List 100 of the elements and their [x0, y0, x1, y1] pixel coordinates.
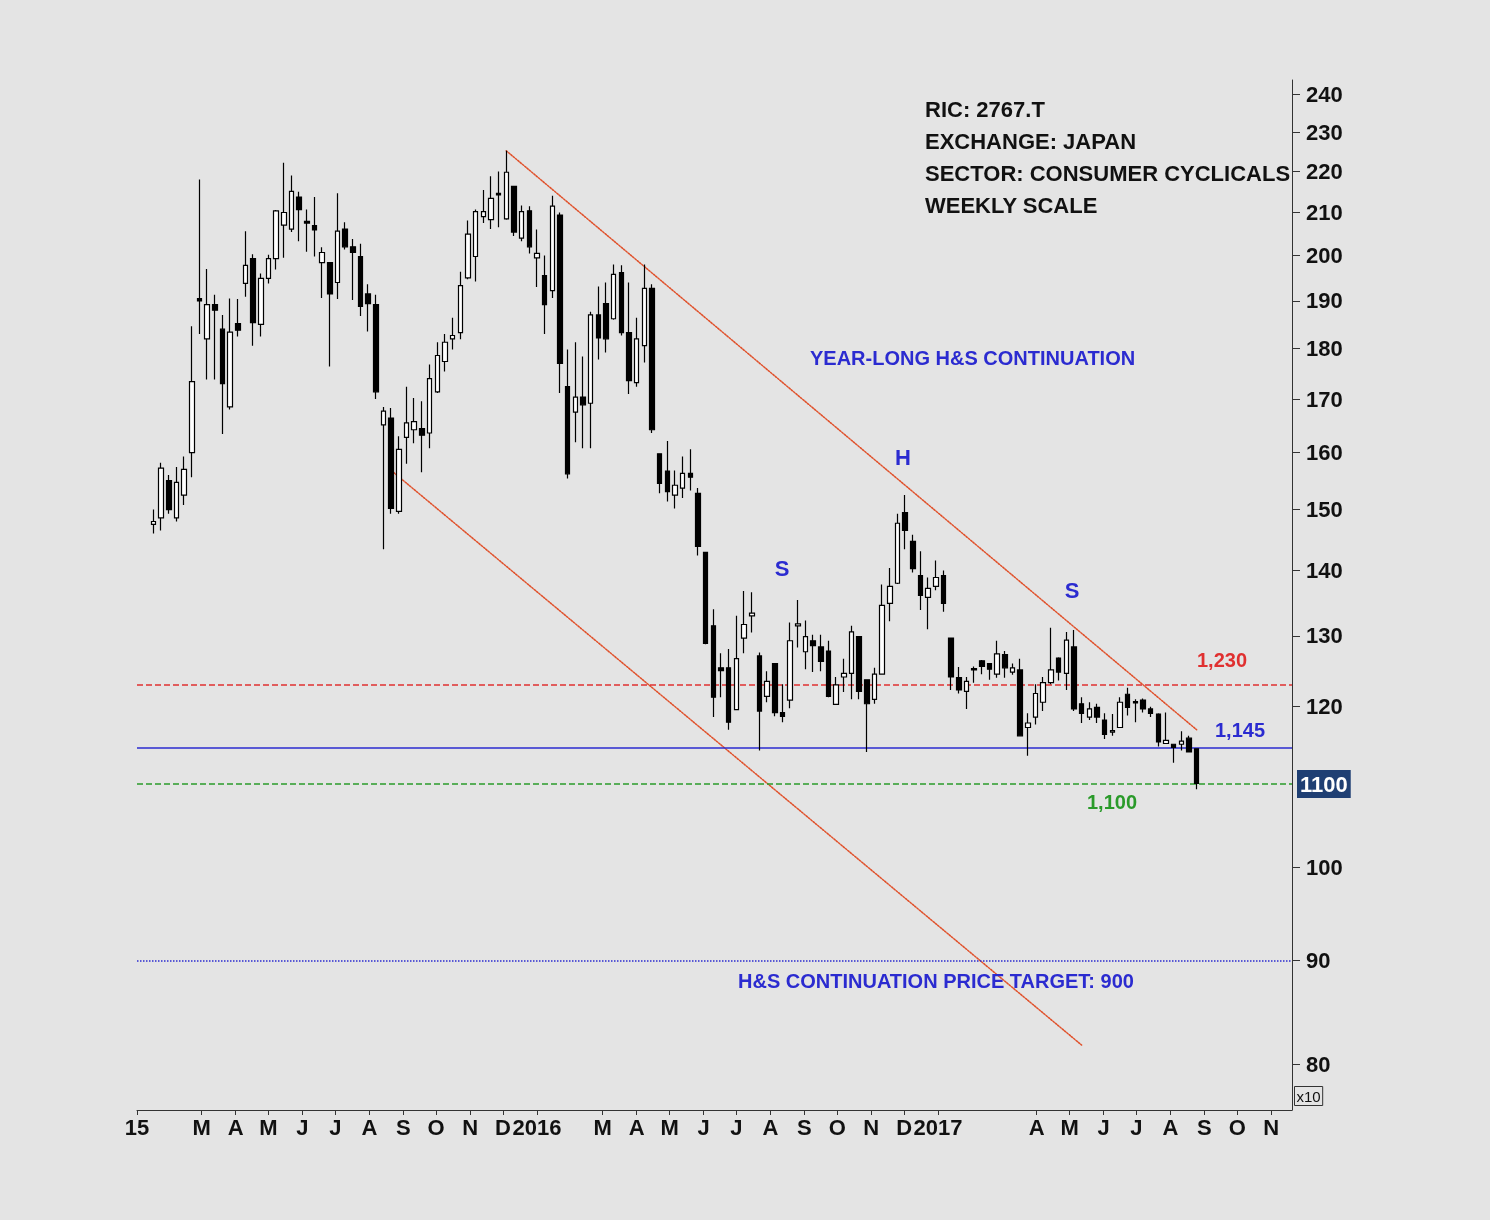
candlestick [993, 640, 1001, 679]
candlestick [449, 317, 456, 351]
candlestick [641, 263, 648, 364]
text: 1100 [1300, 771, 1348, 797]
y-tick-label: 170 [1306, 386, 1343, 412]
candlestick [541, 254, 548, 335]
candlestick [1193, 748, 1200, 790]
candlestick [894, 513, 901, 585]
candlestick [157, 462, 165, 532]
candlestick [1185, 735, 1193, 753]
y-tick-label: 210 [1306, 200, 1343, 226]
candlestick [1124, 687, 1131, 717]
candlestick [840, 658, 848, 693]
candlestick [257, 272, 265, 338]
candlestick [679, 455, 686, 499]
candlestick [633, 317, 640, 388]
candlestick [410, 397, 418, 444]
candlestick [234, 298, 242, 338]
candlestick [794, 599, 802, 649]
candlestick [625, 281, 633, 395]
candlestick [986, 662, 993, 681]
candlestick [671, 469, 679, 510]
candlestick [487, 175, 495, 230]
candlestick [288, 174, 295, 233]
candlestick [349, 238, 357, 301]
candlestick [901, 494, 909, 550]
y-tick-label: 100 [1306, 855, 1343, 881]
x-tick-label: 2017 [913, 1114, 963, 1140]
candlestick [932, 559, 940, 591]
candlestick [924, 576, 932, 630]
candlestick [280, 162, 288, 259]
y-tick-label: 80 [1306, 1052, 1331, 1078]
x-tick-label: M [660, 1114, 679, 1140]
candlestick [1009, 662, 1016, 676]
candlestick [1116, 696, 1124, 729]
candlestick [832, 676, 840, 706]
x-tick-label: S [1196, 1114, 1212, 1140]
annotation: YEAR-LONG H&S CONTINUATION [810, 347, 1136, 369]
candlestick [886, 567, 894, 622]
candlestick [1055, 656, 1062, 682]
y-tick-label: 140 [1306, 558, 1343, 584]
x-tick-label: A [762, 1114, 779, 1140]
candlestick [457, 271, 464, 340]
candlestick [387, 407, 395, 515]
x-tick-label: S [395, 1114, 411, 1140]
candlestick [963, 676, 970, 710]
x-tick-label: D [896, 1114, 913, 1140]
candlestick [917, 550, 924, 611]
candlestick [587, 311, 594, 449]
annotation: 1,230 [1197, 649, 1248, 671]
candlestick [403, 386, 410, 465]
x-tick-label: N [462, 1114, 479, 1140]
candlestick [372, 294, 380, 400]
candlestick [572, 341, 579, 443]
candlestick [1093, 703, 1101, 724]
candlestick [265, 254, 272, 284]
x-tick-label: J [730, 1114, 743, 1140]
candlestick [242, 230, 249, 298]
candlestick [909, 534, 917, 574]
candlestick [549, 195, 556, 299]
x-tick-label: O [828, 1114, 846, 1140]
annotation: S [774, 555, 790, 581]
candlestick [1024, 712, 1032, 757]
candlestick [947, 637, 955, 691]
candlestick [211, 294, 219, 381]
candlestick [763, 670, 771, 703]
candlestick [1147, 706, 1154, 718]
x-tick-label: M [259, 1114, 278, 1140]
x-tick-label: M [1060, 1114, 1079, 1140]
candlestick [395, 435, 403, 515]
candlestick [702, 551, 709, 645]
candlestick [510, 185, 518, 237]
x-tick-label: O [1228, 1114, 1246, 1140]
candlestick [1162, 711, 1170, 745]
candlestick [472, 208, 479, 283]
candlestick [188, 325, 196, 478]
y-tick-label: 90 [1306, 948, 1331, 974]
y-tick-label: 200 [1306, 243, 1343, 269]
candlestick [364, 283, 372, 333]
x-tick-label: J [1130, 1114, 1143, 1140]
y-tick-label: 230 [1306, 119, 1343, 145]
x-tick-label: S [797, 1114, 812, 1140]
candlestick [694, 487, 702, 557]
x-tick-label: O [427, 1114, 445, 1140]
candlestick [940, 569, 947, 613]
candlestick [779, 683, 786, 723]
candlestick [878, 583, 886, 676]
candlestick [564, 349, 571, 479]
candlestick [602, 281, 610, 354]
y-tick-label: 160 [1306, 440, 1343, 466]
x-tick-label: D [495, 1114, 511, 1140]
x-tick-label: J [1097, 1114, 1110, 1140]
x-tick-label: 15 [124, 1114, 150, 1140]
annotation: SECTOR: CONSUMER CYCLICALS [925, 160, 1291, 186]
candlestick [556, 211, 564, 394]
candlestick [180, 455, 188, 506]
candlestick [863, 679, 871, 753]
candlestick [771, 662, 779, 717]
candlestick [526, 205, 533, 254]
candlestick [725, 648, 732, 731]
